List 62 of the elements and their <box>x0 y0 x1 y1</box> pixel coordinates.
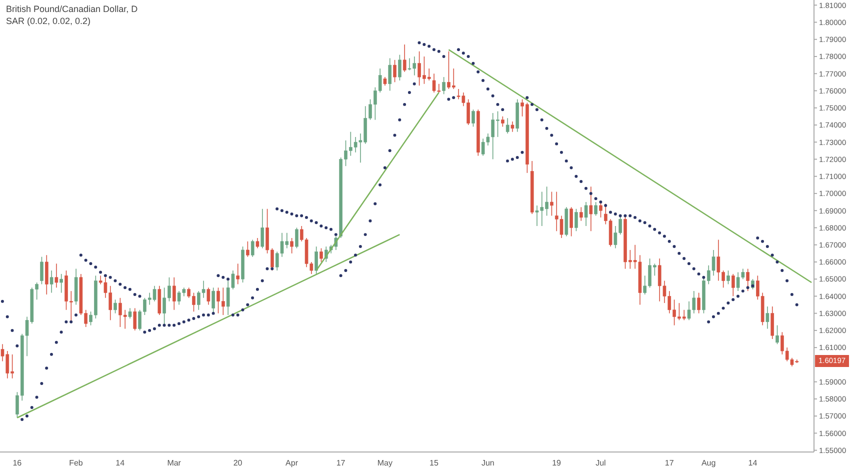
candlestick <box>506 118 510 134</box>
candlestick <box>746 268 750 292</box>
x-tick-label: 14 <box>748 458 758 468</box>
candlestick <box>50 270 54 294</box>
candlestick <box>206 287 210 306</box>
candlestick <box>54 263 58 288</box>
candlestick <box>550 191 554 216</box>
candlestick <box>314 246 318 274</box>
candlestick <box>776 324 779 345</box>
candlestick <box>584 202 588 226</box>
candlestick <box>212 287 216 314</box>
candlestick <box>574 208 578 232</box>
candlestick <box>393 60 396 83</box>
candlestick <box>40 256 44 285</box>
text: SAR (0.02, 0.02, 0.2) <box>6 15 92 27</box>
candlestick <box>589 186 593 232</box>
x-tick-label: May <box>377 458 392 468</box>
x-tick-label: Apr <box>286 458 298 468</box>
candlestick <box>726 270 730 285</box>
x-tick-label: 20 <box>233 458 243 468</box>
candlestick <box>246 241 250 258</box>
candlestick <box>320 248 323 262</box>
candlestick <box>579 206 583 222</box>
x-tick-label: 15 <box>430 458 439 468</box>
candlestick <box>290 238 294 254</box>
candlestick <box>697 292 700 314</box>
x-tick-label: Aug <box>701 458 716 468</box>
candlestick <box>388 58 392 92</box>
candlestick <box>770 306 774 340</box>
x-tick-label: 19 <box>552 458 562 468</box>
candlestick <box>472 109 475 128</box>
candlestick <box>158 286 162 316</box>
candlestick <box>501 116 504 128</box>
candlestick <box>398 54 402 81</box>
candlestick <box>128 308 132 319</box>
x-tick-label: 17 <box>664 458 674 468</box>
candlestick <box>114 299 117 314</box>
text: British Pound/Canadian Dollar, D <box>6 3 138 15</box>
candlestick <box>766 306 770 330</box>
candlestick <box>570 206 573 237</box>
candlestick <box>74 268 78 306</box>
x-tick-label: Jul <box>596 458 606 468</box>
candlestick <box>260 208 264 249</box>
candlestick <box>44 254 48 295</box>
candlestick <box>172 276 176 310</box>
candlestick <box>442 76 446 95</box>
x-tick-label: 16 <box>12 458 22 468</box>
candlestick <box>133 308 137 331</box>
candlestick <box>60 274 63 294</box>
candlestick <box>236 263 240 285</box>
x-tick-label: Feb <box>69 458 84 468</box>
candlestick <box>594 202 598 216</box>
candlestick <box>250 239 254 258</box>
candlestick <box>731 274 735 297</box>
x-tick-label: Jun <box>481 458 494 468</box>
x-tick-label: Mar <box>167 458 182 468</box>
candlestick <box>256 238 260 249</box>
candlestick <box>510 121 514 132</box>
x-tick-label: 14 <box>116 458 126 468</box>
candlestick <box>402 44 406 72</box>
candlestick <box>295 227 298 249</box>
x-tick-label: 17 <box>336 458 346 468</box>
